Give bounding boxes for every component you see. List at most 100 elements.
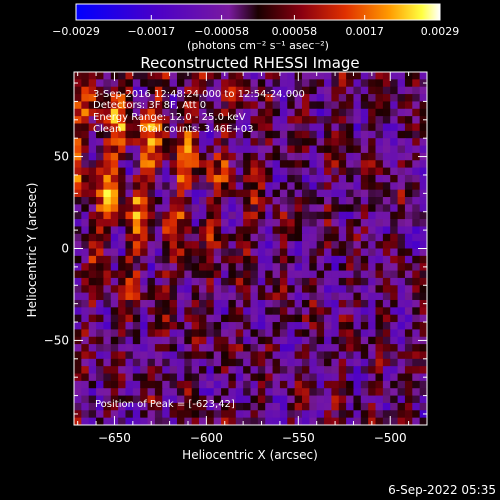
heatmap-cell	[397, 277, 406, 286]
heatmap-cell	[368, 204, 377, 213]
heatmap-cell	[412, 314, 421, 323]
heatmap-cell	[265, 395, 274, 404]
heatmap-cell	[382, 285, 391, 294]
heatmap-cell	[346, 152, 355, 161]
heatmap-cell	[338, 241, 347, 250]
heatmap-cell	[368, 167, 377, 176]
heatmap-cell	[338, 86, 347, 95]
heatmap-cell	[118, 241, 127, 250]
heatmap-cell	[412, 145, 421, 154]
heatmap-cell	[419, 270, 427, 279]
heatmap-cell	[294, 270, 303, 279]
heatmap-cell	[324, 263, 332, 272]
heatmap-cell	[375, 307, 384, 316]
heatmap-cell	[368, 299, 377, 308]
heatmap-cell	[221, 255, 230, 264]
heatmap-cell	[140, 211, 149, 220]
heatmap-cell	[125, 388, 134, 397]
heatmap-cell	[213, 108, 222, 117]
heatmap-cell	[368, 219, 377, 228]
heatmap-cell	[287, 167, 296, 176]
heatmap-cell	[191, 417, 200, 425]
heatmap-cell	[221, 241, 230, 250]
heatmap-cell	[279, 189, 288, 198]
heatmap-cell	[191, 410, 200, 419]
heatmap-cell	[176, 285, 185, 294]
heatmap-cell	[331, 233, 340, 242]
heatmap-cell	[287, 292, 296, 301]
heatmap-cell	[147, 373, 156, 382]
heatmap-cell	[368, 86, 377, 95]
heatmap-cell	[184, 226, 193, 235]
heatmap-cell	[235, 270, 244, 279]
heatmap-cell	[382, 219, 391, 228]
heatmap-cell	[169, 410, 178, 419]
heatmap-cell	[309, 351, 318, 360]
heatmap-cell	[331, 263, 340, 272]
heatmap-cell	[103, 351, 112, 360]
heatmap-cell	[88, 322, 97, 330]
heatmap-cell	[272, 189, 281, 198]
heatmap-cell	[397, 395, 406, 404]
heatmap-cell	[103, 211, 112, 220]
heatmap-cell	[228, 182, 237, 191]
heatmap-cell	[169, 417, 178, 425]
heatmap-cell	[221, 152, 230, 161]
heatmap-cell	[294, 145, 303, 154]
heatmap-cell	[191, 152, 200, 161]
heatmap-cell	[81, 351, 90, 360]
heatmap-cell	[154, 130, 163, 139]
heatmap-cell	[324, 226, 332, 235]
heatmap-cell	[301, 410, 310, 419]
heatmap-cell	[257, 123, 266, 132]
heatmap-cell	[147, 351, 156, 360]
heatmap-cell	[390, 322, 399, 330]
heatmap-cell	[353, 358, 362, 367]
heatmap-cell	[228, 233, 237, 242]
heatmap-cell	[368, 366, 377, 375]
heatmap-cell	[118, 277, 127, 286]
heatmap-cell	[81, 388, 90, 397]
heatmap-cell	[110, 366, 119, 375]
heatmap-cell	[184, 174, 193, 183]
heatmap-cell	[375, 351, 384, 360]
heatmap-cell	[301, 248, 310, 257]
heatmap-cell	[360, 285, 369, 294]
heatmap-cell	[272, 152, 281, 161]
heatmap-cell	[331, 94, 340, 103]
heatmap-cell	[338, 167, 347, 176]
heatmap-cell	[154, 270, 163, 279]
heatmap-cell	[324, 241, 332, 250]
heatmap-cell	[360, 351, 369, 360]
heatmap-cell	[103, 380, 112, 389]
heatmap-cell	[132, 270, 141, 279]
x-tick-label: −550	[282, 431, 315, 445]
heatmap-cell	[368, 322, 377, 330]
heatmap-cell	[243, 255, 252, 264]
heatmap-cell	[110, 130, 119, 139]
heatmap-cell	[294, 358, 303, 367]
heatmap-cell	[176, 94, 185, 103]
heatmap-cell	[368, 233, 377, 242]
heatmap-cell	[191, 189, 200, 198]
heatmap-cell	[162, 373, 171, 382]
heatmap-cell	[353, 263, 362, 272]
heatmap-cell	[96, 248, 105, 257]
heatmap-cell	[279, 197, 288, 205]
heatmap-cell	[265, 329, 274, 338]
heatmap-cell	[74, 211, 82, 220]
heatmap-cell	[309, 380, 318, 389]
heatmap-cell	[118, 86, 127, 95]
heatmap-cell	[103, 263, 112, 272]
heatmap-cell	[301, 204, 310, 213]
heatmap-cell	[184, 344, 193, 353]
heatmap-cell	[88, 270, 97, 279]
heatmap-cell	[257, 395, 266, 404]
heatmap-cell	[154, 285, 163, 294]
heatmap-cell	[338, 204, 347, 213]
heatmap-cell	[199, 314, 207, 323]
heatmap-cell	[294, 101, 303, 110]
heatmap-cell	[199, 292, 207, 301]
heatmap-cell	[397, 79, 406, 88]
heatmap-cell	[360, 395, 369, 404]
